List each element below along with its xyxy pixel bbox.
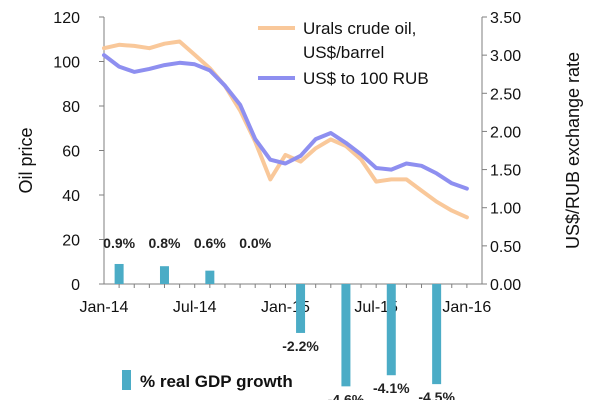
- axes: 0 20 40 60 80 100 120 0.00 0.50 1.00 1.50 2.00 2.50 3…: [16, 10, 583, 316]
- exchange-rate-line: [102, 53, 469, 191]
- gdp-bar: [114, 263, 124, 284]
- gdp-bar: [386, 284, 396, 376]
- legend-background: [250, 8, 465, 96]
- right-axis-title: US$/RUB exchange rate: [563, 52, 583, 249]
- gdp-bar: [432, 284, 442, 385]
- gdp-data-label: 0.0%: [239, 235, 271, 251]
- gdp-bar: [205, 270, 215, 284]
- left-tick-label: 80: [62, 99, 80, 116]
- right-tick-label: 3.50: [490, 10, 521, 27]
- right-tick-label: 0.00: [490, 277, 521, 294]
- left-axis-title: Oil price: [16, 127, 36, 193]
- left-tick-label: 100: [53, 55, 80, 72]
- gdp-data-label: -4.1%: [373, 380, 410, 396]
- left-tick-label: 120: [53, 10, 80, 27]
- gdp-data-label: -4.5%: [418, 389, 455, 400]
- x-tick-label: Jan-16: [442, 299, 491, 316]
- series-lines: [102, 39, 469, 220]
- left-tick-label: 20: [62, 233, 80, 250]
- x-tick-label: Jul-14: [173, 299, 217, 316]
- right-tick-label: 0.50: [490, 239, 521, 256]
- legend-swatch-gdp: [122, 370, 131, 390]
- gdp-bar: [159, 266, 169, 284]
- gdp-data-label: -4.6%: [328, 391, 365, 400]
- right-tick-label: 1.00: [490, 201, 521, 218]
- gdp-bar: [296, 284, 306, 333]
- legend-label-rub: US$ to 100 RUB: [303, 69, 429, 88]
- gdp-data-label: 0.6%: [194, 235, 226, 251]
- x-tick-label: Jan-14: [80, 299, 129, 316]
- left-tick-label: 40: [62, 188, 80, 205]
- gdp-bar: [341, 284, 351, 387]
- right-tick-label: 1.50: [490, 163, 521, 180]
- left-tick-label: 0: [71, 277, 80, 294]
- gdp-bars: [114, 263, 442, 387]
- gdp-data-label: 0.8%: [149, 235, 181, 251]
- legend-label-oil: Urals crude oil,: [303, 19, 416, 38]
- right-tick-label: 2.50: [490, 86, 521, 103]
- left-tick-label: 60: [62, 144, 80, 161]
- legend: Urals crude oil, US$/barrel US$ to 100 RUB…: [122, 8, 465, 391]
- legend-label-gdp: % real GDP growth: [140, 372, 293, 391]
- gdp-data-label: 0.9%: [103, 235, 135, 251]
- gdp-data-label: -2.2%: [282, 338, 319, 354]
- right-tick-label: 3.00: [490, 48, 521, 65]
- oil-price-line: [102, 39, 469, 220]
- gdp-labels: 0.9% 0.8% 0.6% 0.0% -2.2% -4.6% -4.1% -4.5%: [103, 235, 455, 400]
- legend-label-oil: US$/barrel: [303, 43, 384, 62]
- right-tick-label: 2.00: [490, 124, 521, 141]
